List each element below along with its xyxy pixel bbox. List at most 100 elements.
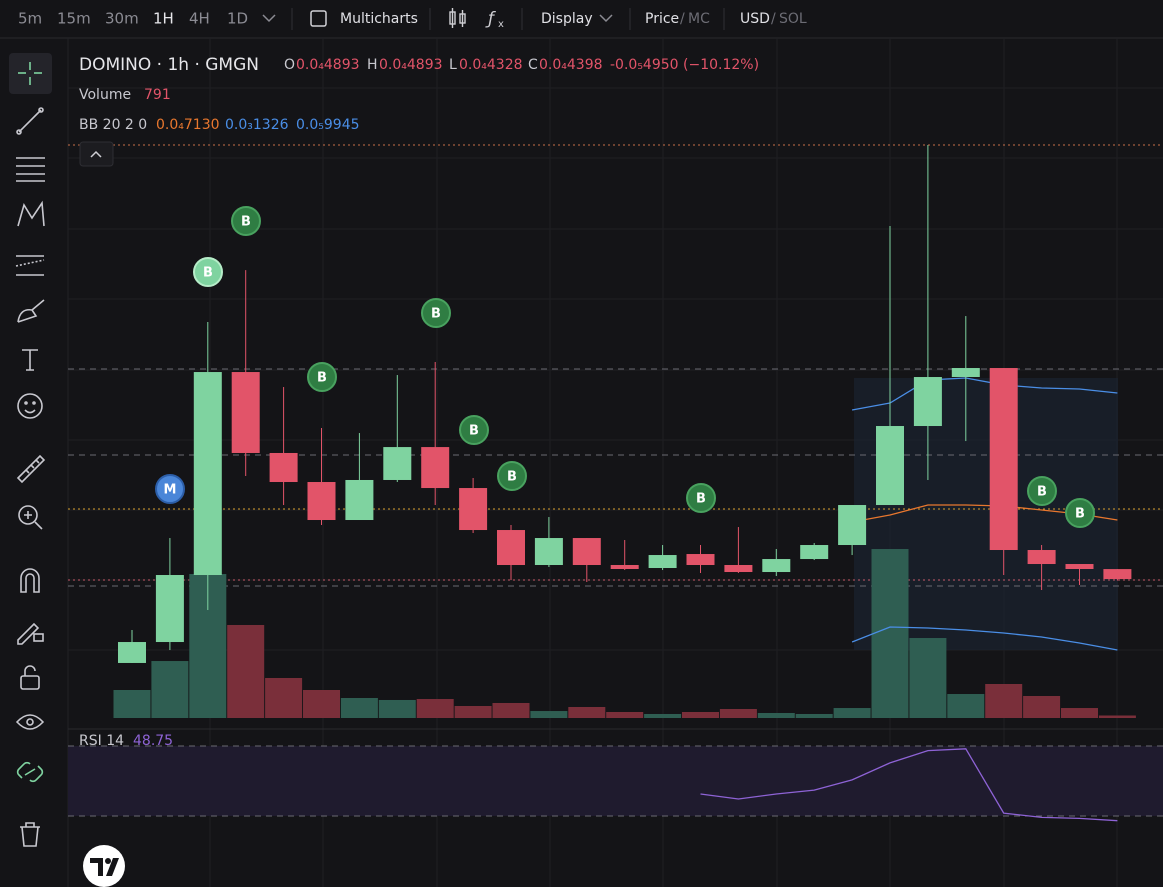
- volume-bar: [454, 705, 492, 718]
- magnet-tool[interactable]: [20, 568, 40, 593]
- interval[interactable]: 15m: [57, 10, 91, 28]
- candle-body: [231, 372, 260, 453]
- candle-body: [800, 545, 829, 560]
- ohlc-label: H: [367, 57, 378, 73]
- interval[interactable]: 1H: [153, 10, 174, 28]
- interval[interactable]: 4H: [189, 10, 210, 28]
- trade-marker: [421, 298, 451, 328]
- volume-bar: [378, 699, 416, 718]
- volume-bar: [530, 711, 568, 718]
- pattern-tool[interactable]: [17, 200, 45, 227]
- volume-bar: [416, 699, 454, 718]
- link-tool[interactable]: [16, 761, 44, 783]
- bb-lower: [851, 626, 1118, 651]
- collapse-icon: [90, 150, 102, 158]
- volume-bar: [795, 713, 833, 718]
- volume-bar: [151, 661, 189, 718]
- rsi-label: RSI 14: [79, 733, 124, 749]
- volume-bar: [303, 689, 340, 718]
- dropdown-icon[interactable]: [599, 14, 613, 23]
- ohlc-label: C: [528, 57, 538, 73]
- price-toggle[interactable]: Price: [645, 11, 679, 27]
- candle-body: [648, 555, 677, 569]
- emoji-tool[interactable]: [17, 393, 43, 419]
- candle-body: [269, 452, 298, 483]
- ohlc-value: 0.0₄4398: [539, 57, 603, 73]
- volume-bar: [606, 711, 644, 718]
- visibility-tool[interactable]: [15, 714, 45, 730]
- dropdown-icon[interactable]: [262, 14, 276, 23]
- bb-upper-value: 0.0₃1326: [225, 117, 289, 133]
- trade-marker: [686, 483, 716, 513]
- interval[interactable]: 5m: [18, 10, 42, 28]
- toggle-separator: /: [771, 11, 776, 27]
- trade-marker: [1027, 476, 1057, 506]
- display-menu[interactable]: Display: [541, 11, 593, 27]
- volume-bar: [113, 689, 151, 718]
- candle-body: [307, 482, 336, 521]
- indicators-icon[interactable]: x: [498, 19, 504, 30]
- ohlc-label: O: [284, 57, 295, 73]
- lock-drawing-tool[interactable]: [17, 622, 44, 645]
- text-tool[interactable]: [22, 349, 38, 371]
- trade-marker-label: B: [1037, 485, 1047, 500]
- volume-bar: [1061, 708, 1098, 718]
- interval[interactable]: 1D: [227, 10, 248, 28]
- ohlc-value: 0.0₄4893: [379, 57, 443, 73]
- candle-body: [118, 642, 146, 663]
- candle-body: [951, 368, 980, 378]
- rsi-line: [700, 748, 1118, 822]
- trade-marker-label: B: [1075, 507, 1085, 522]
- bb-middle-value: 0.0₄7130: [156, 117, 220, 133]
- mc-toggle[interactable]: MC: [688, 11, 710, 27]
- volume-bar: [568, 707, 606, 718]
- trade-marker-label: B: [469, 424, 479, 439]
- brush-tool[interactable]: [17, 299, 45, 323]
- trade-marker-label: M: [164, 483, 177, 498]
- checkbox[interactable]: [310, 10, 327, 27]
- trade-marker-label: B: [696, 492, 706, 507]
- collapse-button[interactable]: [79, 141, 114, 167]
- ohlc-value: 0.0₄4328: [459, 57, 523, 73]
- forecast-tool[interactable]: [15, 255, 45, 276]
- candle-body: [1103, 569, 1132, 580]
- trade-marker-label: B: [431, 307, 441, 322]
- candle-body: [686, 554, 715, 566]
- candle-body: [610, 565, 639, 569]
- candle-body: [838, 505, 867, 546]
- trade-marker: [193, 257, 223, 287]
- volume-bar: [265, 677, 303, 718]
- candle-body: [383, 447, 412, 480]
- ohlc-value: 0.0₄4893: [296, 57, 360, 73]
- change: -0.0₅4950 (−10.12%): [610, 57, 759, 73]
- candle-body: [345, 479, 374, 521]
- interval[interactable]: 30m: [105, 10, 139, 28]
- ruler-tool[interactable]: [16, 454, 46, 484]
- candle-body: [534, 538, 563, 566]
- indicators-icon[interactable]: ƒ: [485, 9, 496, 29]
- volume-bar: [757, 713, 795, 718]
- trade-marker: [1065, 498, 1095, 528]
- volume-value: 791: [144, 87, 171, 103]
- candle-body: [876, 426, 904, 506]
- usd-toggle[interactable]: USD: [740, 11, 770, 27]
- volume-bar: [1098, 715, 1136, 718]
- trendline-tool[interactable]: [16, 107, 44, 135]
- candle-body: [989, 368, 1018, 551]
- candle-type-icon[interactable]: [449, 8, 466, 28]
- trade-marker: [307, 362, 337, 392]
- volume-bar: [871, 549, 909, 718]
- symbol: DOMINO · 1h · GMGN: [79, 55, 259, 75]
- delete-tool[interactable]: [20, 822, 40, 847]
- crosshair-tool[interactable]: [18, 62, 42, 85]
- sol-toggle[interactable]: SOL: [779, 11, 807, 27]
- rsi-band: [68, 746, 1163, 816]
- zoom-tool[interactable]: [18, 505, 43, 530]
- fib-tool[interactable]: [16, 157, 45, 182]
- volume-bar: [909, 638, 947, 718]
- volume-bar: [492, 702, 530, 718]
- lock-tool[interactable]: [20, 665, 40, 690]
- candle-body: [155, 575, 184, 643]
- candle-body: [724, 565, 753, 573]
- multicharts[interactable]: Multicharts: [340, 11, 418, 27]
